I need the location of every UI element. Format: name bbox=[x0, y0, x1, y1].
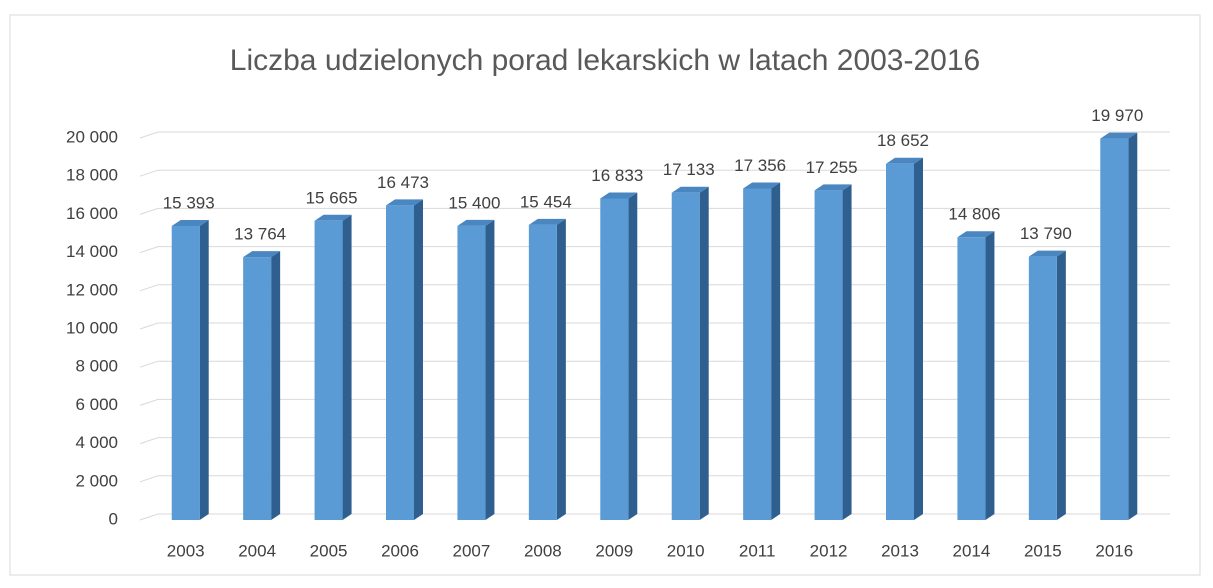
data-label: 18 652 bbox=[877, 131, 929, 150]
bar bbox=[386, 199, 423, 520]
x-tick-label: 2014 bbox=[953, 541, 991, 560]
bar bbox=[743, 182, 781, 520]
data-label: 13 790 bbox=[1020, 224, 1072, 243]
bar-top bbox=[1100, 132, 1138, 139]
x-tick-label: 2012 bbox=[810, 541, 848, 560]
x-tick-label: 2008 bbox=[524, 541, 562, 560]
bar-side bbox=[485, 219, 495, 521]
bar-front bbox=[528, 224, 557, 520]
bar-top bbox=[314, 214, 352, 221]
bar-side bbox=[842, 184, 852, 520]
x-tick-label: 2005 bbox=[310, 541, 348, 560]
bar-front bbox=[886, 163, 914, 520]
x-tick-label: 2003 bbox=[167, 541, 205, 560]
bar-top bbox=[957, 231, 995, 238]
data-label: 15 665 bbox=[306, 188, 358, 207]
bar-front bbox=[314, 220, 343, 520]
data-label: 15 454 bbox=[520, 192, 572, 211]
data-label: 17 356 bbox=[734, 156, 786, 175]
bar bbox=[1028, 250, 1066, 520]
x-tick-label: 2007 bbox=[453, 541, 491, 560]
y-tick-label: 20 000 bbox=[66, 127, 118, 146]
bar-front bbox=[457, 225, 486, 521]
bar-top bbox=[814, 184, 852, 191]
bar-side bbox=[699, 186, 709, 520]
bar-top bbox=[528, 218, 566, 225]
bar-top bbox=[886, 157, 923, 164]
data-label: 17 255 bbox=[806, 158, 858, 177]
bar-side bbox=[271, 251, 281, 520]
bar-side bbox=[985, 231, 995, 521]
bar-top bbox=[600, 192, 638, 199]
y-tick-label: 16 000 bbox=[66, 204, 118, 223]
data-label: 15 393 bbox=[163, 193, 215, 212]
x-tick-label: 2010 bbox=[667, 541, 705, 560]
bar-top bbox=[171, 219, 209, 226]
chart-title: Liczba udzielonych porad lekarskich w la… bbox=[230, 44, 980, 77]
bar-front bbox=[1028, 256, 1057, 520]
x-tick-label: 2009 bbox=[595, 541, 633, 560]
bar bbox=[528, 218, 566, 520]
data-label: 19 970 bbox=[1091, 106, 1143, 125]
data-label: 16 473 bbox=[377, 173, 429, 192]
bar-top bbox=[243, 251, 281, 258]
y-tick-label: 4 000 bbox=[75, 433, 118, 452]
data-label: 16 833 bbox=[591, 166, 643, 185]
bar-top bbox=[457, 219, 495, 226]
y-tick-label: 0 bbox=[109, 509, 118, 528]
bar bbox=[957, 231, 995, 521]
x-tick-label: 2011 bbox=[739, 541, 776, 560]
y-tick-label: 14 000 bbox=[66, 242, 118, 261]
bar bbox=[1100, 132, 1138, 520]
bar bbox=[600, 192, 638, 521]
y-tick-label: 2 000 bbox=[75, 471, 118, 490]
bar bbox=[314, 214, 352, 520]
bar-side bbox=[342, 214, 352, 520]
x-tick-label: 2015 bbox=[1024, 541, 1062, 560]
bar-side bbox=[199, 219, 209, 520]
bar bbox=[886, 157, 923, 520]
bar-front bbox=[743, 188, 772, 520]
y-tick-label: 8 000 bbox=[75, 357, 118, 376]
bar-front bbox=[171, 225, 200, 520]
bar bbox=[814, 184, 852, 520]
bar-front bbox=[600, 198, 629, 521]
bar bbox=[243, 251, 281, 520]
bar bbox=[671, 186, 709, 520]
bar-top bbox=[671, 186, 709, 193]
y-tick-label: 12 000 bbox=[66, 280, 118, 299]
data-label: 17 133 bbox=[663, 160, 715, 179]
data-label: 13 764 bbox=[234, 225, 286, 244]
x-tick-label: 2016 bbox=[1095, 541, 1133, 560]
bar-side bbox=[556, 218, 566, 520]
bar-top bbox=[743, 182, 781, 189]
x-tick-label: 2013 bbox=[881, 541, 919, 560]
bar-side bbox=[414, 199, 423, 520]
data-label: 14 806 bbox=[948, 205, 1000, 224]
bar-front bbox=[957, 237, 986, 521]
bar-front bbox=[386, 205, 414, 520]
bar-front bbox=[671, 192, 700, 520]
grid-line bbox=[139, 169, 1170, 177]
x-tick-label: 2004 bbox=[238, 541, 276, 560]
bar-side bbox=[771, 182, 781, 520]
bar-side bbox=[1056, 250, 1066, 520]
bar bbox=[171, 219, 209, 520]
bar-top bbox=[1028, 250, 1066, 257]
bar-front bbox=[1100, 138, 1129, 520]
data-label: 15 400 bbox=[448, 193, 500, 212]
bar-side bbox=[914, 157, 923, 520]
grid-line bbox=[139, 131, 1170, 139]
bar bbox=[457, 219, 495, 521]
x-tick-label: 2006 bbox=[381, 541, 419, 560]
y-tick-label: 18 000 bbox=[66, 166, 118, 185]
y-tick-label: 10 000 bbox=[66, 318, 118, 337]
bar-side bbox=[1128, 132, 1138, 520]
y-tick-label: 6 000 bbox=[75, 395, 118, 414]
bar-side bbox=[628, 192, 638, 521]
bar-front bbox=[243, 257, 272, 520]
bar-top bbox=[386, 199, 423, 206]
bar-front bbox=[814, 190, 843, 520]
